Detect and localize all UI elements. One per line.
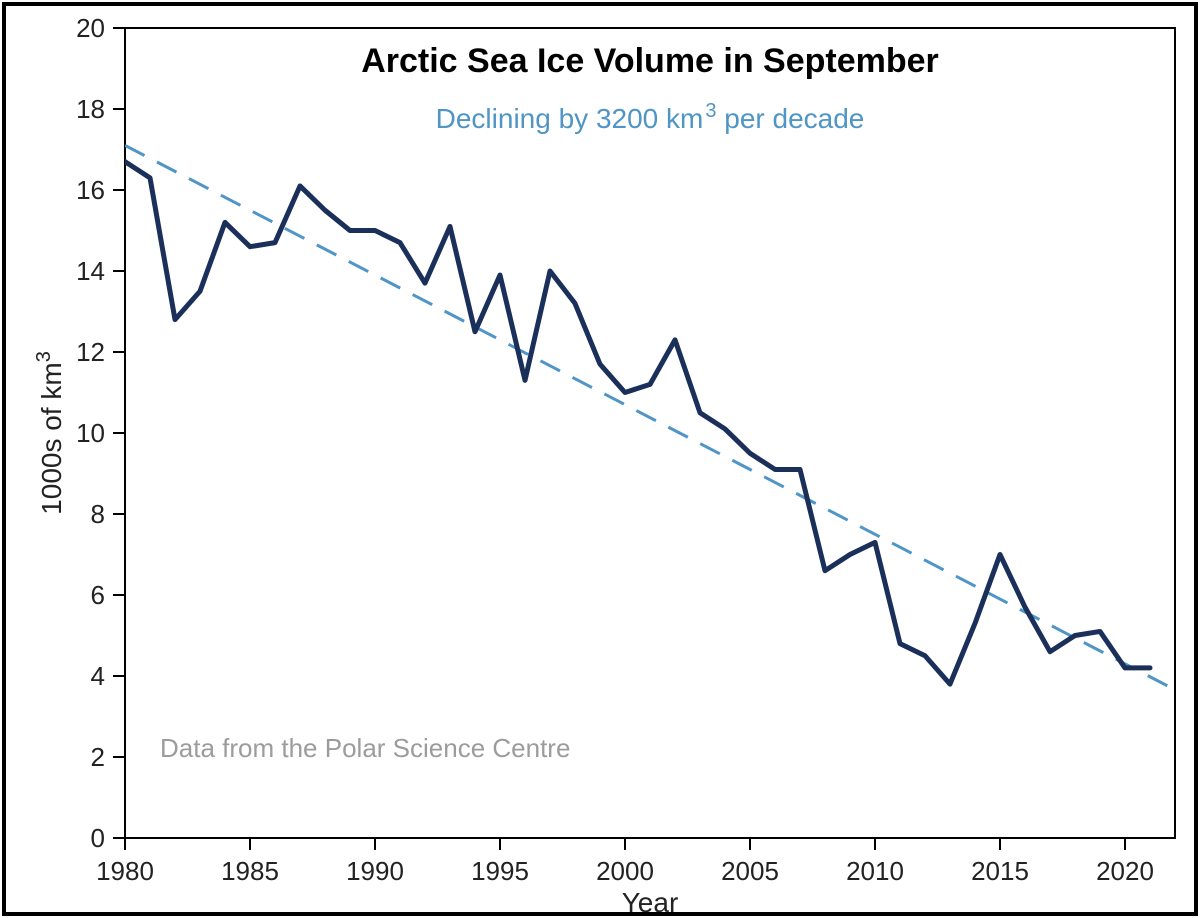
x-tick-label: 2000	[596, 856, 654, 886]
x-tick-label: 2010	[846, 856, 904, 886]
x-tick-label: 2020	[1096, 856, 1154, 886]
chart-title: Arctic Sea Ice Volume in September	[361, 42, 939, 80]
x-tick-label: 2015	[971, 856, 1029, 886]
x-axis-label: Year	[622, 887, 679, 918]
y-axis-label: 1000s of km3	[33, 351, 67, 515]
plot-area	[125, 28, 1175, 838]
y-tick-label: 18	[76, 94, 105, 124]
svg-text:1000s of km3: 1000s of km3	[33, 351, 67, 515]
y-tick-label: 10	[76, 418, 105, 448]
y-tick-label: 16	[76, 175, 105, 205]
chart-container: 198019851990199520002005201020152020Year…	[0, 0, 1200, 918]
y-tick-label: 4	[91, 661, 105, 691]
x-tick-label: 2005	[721, 856, 779, 886]
x-tick-label: 1985	[221, 856, 279, 886]
y-tick-label: 12	[76, 337, 105, 367]
y-tick-label: 20	[76, 13, 105, 43]
y-tick-label: 6	[91, 580, 105, 610]
chart-svg: 198019851990199520002005201020152020Year…	[0, 0, 1200, 918]
y-tick-label: 8	[91, 499, 105, 529]
chart-subtitle: Declining by 3200 km3 per decade	[436, 100, 865, 134]
x-tick-label: 1980	[96, 856, 154, 886]
y-tick-label: 0	[91, 823, 105, 853]
source-note: Data from the Polar Science Centre	[160, 733, 570, 763]
y-tick-label: 14	[76, 256, 105, 286]
y-tick-label: 2	[91, 742, 105, 772]
x-tick-label: 1990	[346, 856, 404, 886]
x-tick-label: 1995	[471, 856, 529, 886]
